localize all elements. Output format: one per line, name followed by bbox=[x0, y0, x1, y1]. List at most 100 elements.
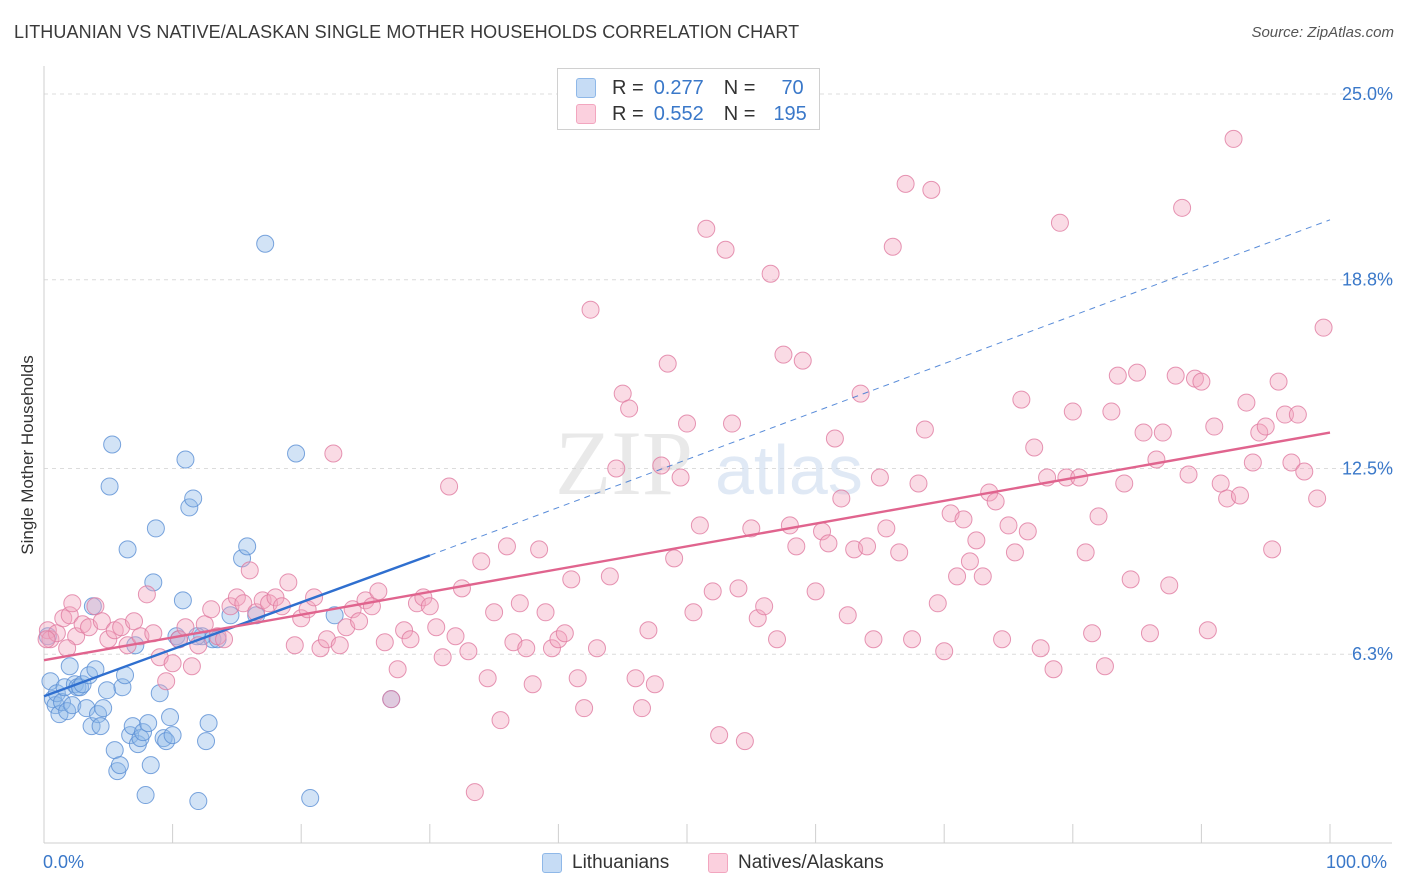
data-point bbox=[960, 552, 979, 571]
data-point bbox=[838, 606, 857, 625]
data-point bbox=[1256, 417, 1275, 436]
data-point bbox=[137, 585, 156, 604]
data-point bbox=[98, 681, 117, 700]
data-point bbox=[58, 702, 77, 721]
data-point bbox=[420, 597, 439, 616]
data-point bbox=[146, 519, 165, 538]
y-tick-label: 12.5% bbox=[1342, 458, 1393, 478]
watermark: ZIP atlas bbox=[555, 412, 863, 514]
data-point bbox=[729, 579, 748, 598]
data-point bbox=[330, 636, 349, 655]
data-point bbox=[639, 621, 658, 640]
data-point bbox=[883, 237, 902, 256]
data-point bbox=[1237, 393, 1256, 412]
correlation-legend: R = 0.277 N = 70 R = 0.552 N = 195 bbox=[557, 68, 820, 130]
data-point bbox=[91, 717, 110, 736]
watermark-atlas: atlas bbox=[715, 431, 863, 509]
legend-item-natives[interactable]: Natives/Alaskans bbox=[708, 852, 884, 874]
data-point bbox=[999, 516, 1018, 535]
data-point bbox=[103, 435, 122, 454]
data-point bbox=[658, 354, 677, 373]
data-point bbox=[266, 588, 285, 607]
data-point bbox=[139, 714, 158, 733]
data-point bbox=[735, 732, 754, 751]
data-point bbox=[877, 519, 896, 538]
data-point bbox=[472, 552, 491, 571]
data-point bbox=[587, 639, 606, 658]
data-point bbox=[645, 675, 664, 694]
watermark-zip: ZIP bbox=[555, 412, 693, 514]
data-point bbox=[626, 669, 645, 688]
data-point bbox=[665, 549, 684, 568]
legend-label-lithuanians: Lithuanians bbox=[572, 852, 670, 873]
data-point bbox=[787, 537, 806, 556]
data-point bbox=[909, 474, 928, 493]
data-point bbox=[173, 591, 192, 610]
data-point bbox=[1269, 372, 1288, 391]
data-point bbox=[60, 606, 79, 625]
data-point bbox=[63, 594, 82, 613]
data-point bbox=[928, 594, 947, 613]
data-point bbox=[1153, 423, 1172, 442]
data-point bbox=[632, 699, 651, 718]
data-point bbox=[182, 657, 201, 676]
data-point bbox=[620, 399, 639, 418]
data-point bbox=[825, 429, 844, 448]
data-point bbox=[948, 567, 967, 586]
legend-label-natives: Natives/Alaskans bbox=[738, 852, 884, 873]
data-point bbox=[568, 669, 587, 688]
data-point bbox=[382, 690, 401, 709]
data-point bbox=[1050, 213, 1069, 232]
data-point bbox=[755, 597, 774, 616]
data-point bbox=[279, 573, 298, 592]
data-point bbox=[915, 420, 934, 439]
data-point bbox=[118, 540, 137, 559]
data-point bbox=[806, 582, 825, 601]
data-point bbox=[819, 534, 838, 553]
data-point bbox=[433, 648, 452, 667]
r-value: 0.552 bbox=[653, 102, 704, 125]
y-tick-label: 18.8% bbox=[1342, 270, 1393, 290]
data-point bbox=[555, 624, 574, 643]
data-point bbox=[864, 630, 883, 649]
data-point bbox=[967, 531, 986, 550]
data-point bbox=[690, 516, 709, 535]
data-point bbox=[1243, 453, 1262, 472]
data-point bbox=[401, 630, 420, 649]
legend-item-lithuanians[interactable]: Lithuanians bbox=[542, 852, 669, 874]
data-point bbox=[1205, 417, 1224, 436]
chart-title: LITHUANIAN VS NATIVE/ALASKAN SINGLE MOTH… bbox=[14, 22, 800, 42]
legend-swatch-lithuanians bbox=[576, 78, 596, 98]
data-point bbox=[780, 516, 799, 535]
data-point bbox=[1173, 198, 1192, 217]
data-point bbox=[100, 477, 119, 496]
data-point bbox=[1263, 540, 1282, 559]
data-point bbox=[1134, 423, 1153, 442]
data-point bbox=[973, 567, 992, 586]
data-point bbox=[485, 603, 504, 622]
data-point bbox=[1275, 405, 1294, 424]
data-point bbox=[575, 699, 594, 718]
x-tick-label-min: 0.0% bbox=[43, 852, 85, 872]
data-point bbox=[110, 756, 129, 775]
data-point bbox=[161, 708, 180, 727]
data-point bbox=[350, 612, 369, 631]
data-point bbox=[671, 468, 690, 487]
data-point bbox=[1224, 129, 1243, 148]
data-point bbox=[1044, 660, 1063, 679]
data-point bbox=[607, 459, 626, 478]
data-point bbox=[311, 639, 330, 658]
legend-swatch-natives bbox=[576, 104, 596, 124]
data-point bbox=[125, 612, 144, 631]
data-point bbox=[189, 792, 208, 811]
data-point bbox=[197, 732, 216, 751]
data-point bbox=[163, 654, 182, 673]
data-point bbox=[199, 714, 218, 733]
data-point bbox=[697, 219, 716, 238]
trend-lines bbox=[43, 219, 1331, 698]
data-point bbox=[993, 630, 1012, 649]
n-value: 70 bbox=[781, 76, 804, 99]
data-point bbox=[427, 618, 446, 637]
r-label: R = bbox=[612, 102, 644, 125]
